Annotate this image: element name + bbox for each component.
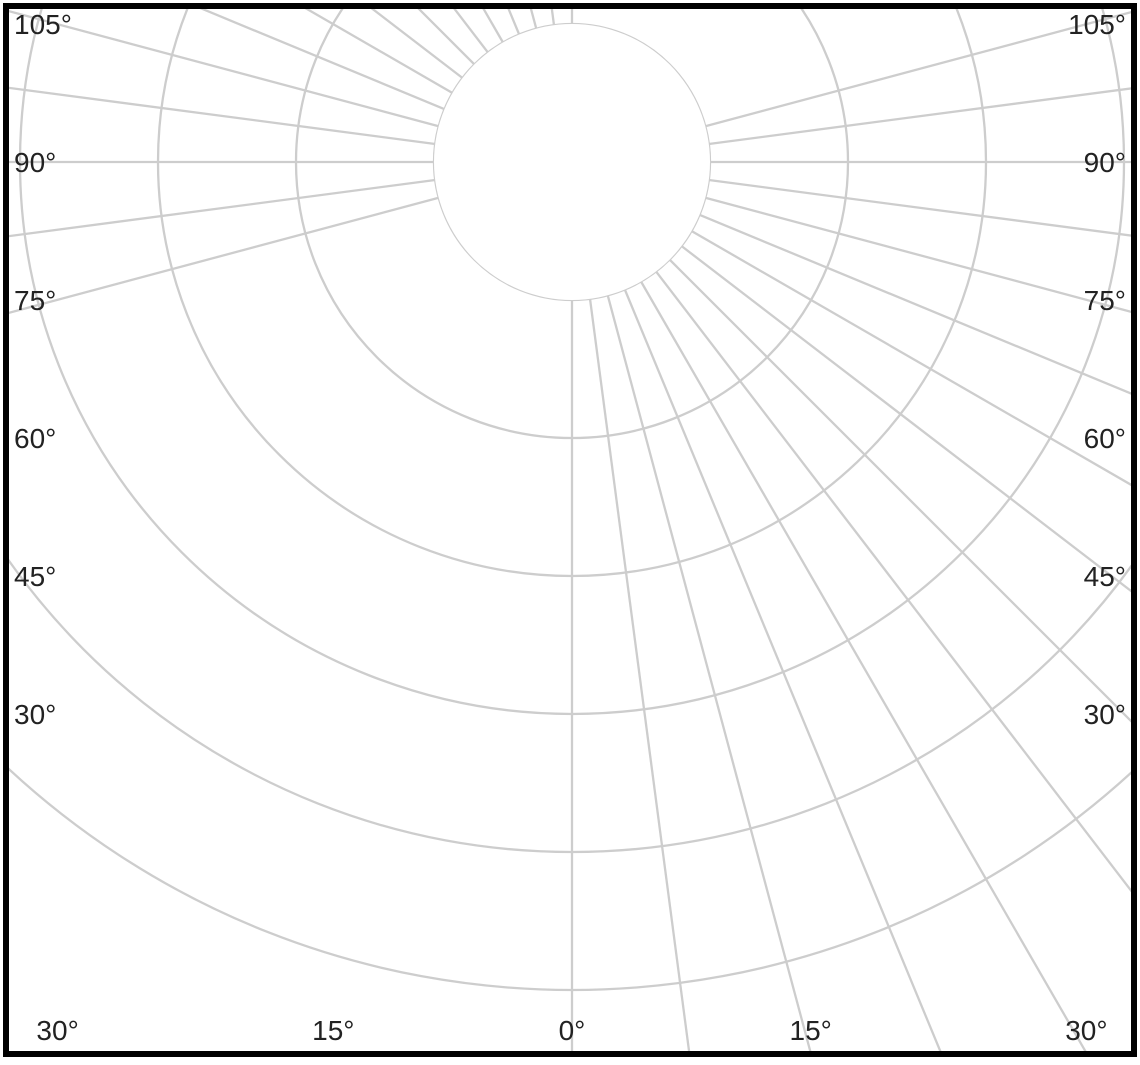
svg-text:60°: 60° [14,423,56,454]
svg-text:75°: 75° [1084,285,1126,316]
svg-text:30°: 30° [1084,699,1126,730]
svg-text:75°: 75° [14,285,56,316]
svg-text:105°: 105° [14,9,72,40]
svg-text:45°: 45° [14,561,56,592]
svg-text:90°: 90° [1084,147,1126,178]
svg-text:15°: 15° [312,1015,354,1046]
svg-text:30°: 30° [14,699,56,730]
svg-text:15°: 15° [790,1015,832,1046]
svg-text:105°: 105° [1068,9,1126,40]
svg-text:30°: 30° [1065,1015,1107,1046]
svg-text:90°: 90° [14,147,56,178]
svg-text:30°: 30° [36,1015,78,1046]
svg-text:60°: 60° [1084,423,1126,454]
svg-text:45°: 45° [1084,561,1126,592]
svg-text:0°: 0° [559,1015,586,1046]
